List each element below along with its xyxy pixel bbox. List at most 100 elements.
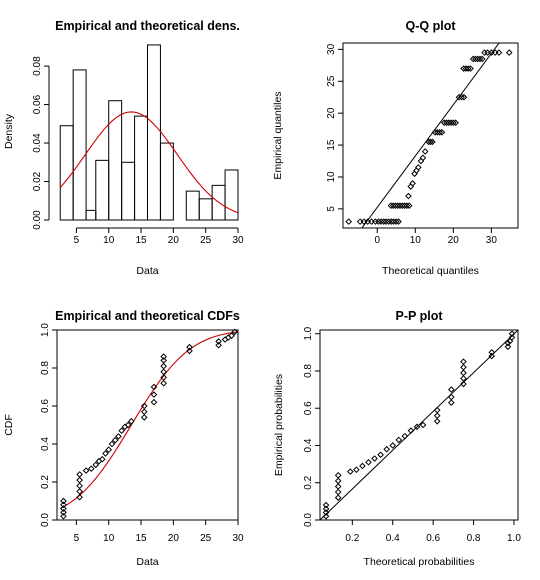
x-tick-label: 10 bbox=[103, 235, 115, 246]
data-point bbox=[460, 358, 467, 365]
theoretical-curve bbox=[59, 331, 239, 509]
data-point bbox=[215, 338, 222, 345]
data-point bbox=[433, 417, 441, 425]
x-tick-label: 25 bbox=[200, 235, 212, 246]
data-point bbox=[108, 440, 116, 448]
histogram-bar bbox=[72, 69, 87, 221]
y-axis-label: Density bbox=[3, 113, 15, 149]
y-tick-label: 0.0 bbox=[303, 513, 314, 527]
y-tick-label: 30 bbox=[326, 43, 337, 55]
data-point bbox=[60, 509, 67, 516]
data-point bbox=[421, 148, 429, 155]
data-point bbox=[76, 488, 83, 495]
y-tick-label: 20 bbox=[326, 107, 337, 119]
data-point bbox=[469, 55, 477, 63]
data-point bbox=[60, 505, 67, 512]
y-tick-label: 0.00 bbox=[32, 210, 43, 230]
x-tick-label: 25 bbox=[200, 533, 212, 544]
plot-box bbox=[319, 329, 519, 521]
data-point bbox=[60, 497, 67, 505]
chart-panel-4: P-P plot 0.2 0.4 0.6 0.8 1.0 0.0 0.2 0.4 0.6 0.8 1.… bbox=[273, 309, 521, 568]
data-point bbox=[375, 218, 382, 225]
x-axis-label: Data bbox=[136, 556, 158, 568]
data-point bbox=[105, 446, 113, 454]
data-point bbox=[429, 138, 436, 146]
data-point bbox=[121, 423, 129, 431]
y-tick-label: 0.8 bbox=[303, 364, 314, 378]
data-point bbox=[407, 427, 415, 434]
x-tick-label: 5 bbox=[74, 235, 80, 246]
data-point bbox=[365, 458, 372, 466]
x-tick-label: 0 bbox=[374, 235, 380, 246]
data-point bbox=[60, 512, 67, 520]
histogram-bar bbox=[108, 100, 123, 221]
data-point bbox=[150, 391, 158, 398]
data-point bbox=[346, 468, 354, 475]
histogram-bar bbox=[159, 142, 174, 221]
data-point bbox=[504, 343, 512, 351]
chart-title: Empirical and theoretical CDFs bbox=[55, 309, 240, 323]
data-point bbox=[450, 119, 457, 127]
data-point bbox=[334, 471, 342, 479]
y-axis-label: Empirical probabilities bbox=[273, 374, 285, 476]
data-point bbox=[415, 164, 422, 171]
data-point bbox=[387, 202, 395, 209]
data-point bbox=[478, 55, 486, 63]
data-point bbox=[102, 450, 109, 457]
histogram-bar bbox=[59, 125, 74, 221]
data-point bbox=[409, 180, 416, 187]
reference-line bbox=[320, 330, 518, 520]
y-tick-label: 0.8 bbox=[40, 361, 51, 375]
y-tick-label: 0.04 bbox=[32, 133, 43, 153]
x-tick-label: 30 bbox=[232, 533, 244, 544]
y-tick-label: 0.6 bbox=[40, 399, 51, 413]
histogram-bar bbox=[147, 44, 161, 221]
y-tick-label: 5 bbox=[326, 206, 337, 212]
y-tick-label: 0.2 bbox=[40, 475, 51, 489]
data-point bbox=[82, 467, 90, 474]
x-tick-label: 30 bbox=[486, 235, 498, 246]
data-point bbox=[150, 383, 158, 391]
data-point bbox=[388, 218, 395, 225]
histogram-bar bbox=[121, 161, 136, 221]
data-point bbox=[186, 347, 193, 355]
data-point bbox=[228, 332, 235, 340]
data-point bbox=[508, 334, 516, 341]
data-point bbox=[322, 501, 330, 509]
data-point bbox=[382, 218, 390, 225]
data-point bbox=[395, 436, 403, 444]
data-point bbox=[460, 65, 467, 72]
data-point bbox=[476, 55, 484, 63]
data-point bbox=[353, 466, 360, 474]
data-point bbox=[462, 65, 470, 72]
histogram-bar bbox=[224, 169, 239, 221]
data-point bbox=[448, 386, 455, 393]
plot-box bbox=[342, 42, 519, 229]
y-tick-label: 25 bbox=[326, 75, 337, 87]
data-point bbox=[87, 465, 95, 473]
data-point bbox=[124, 421, 132, 429]
data-point bbox=[150, 398, 158, 406]
data-point bbox=[322, 505, 330, 513]
histogram-bar bbox=[185, 190, 200, 221]
data-point bbox=[160, 379, 167, 387]
data-point bbox=[460, 380, 467, 388]
data-point bbox=[160, 368, 167, 376]
data-point bbox=[322, 512, 330, 520]
data-point bbox=[115, 433, 122, 440]
x-tick-label: 15 bbox=[135, 533, 147, 544]
data-point bbox=[76, 471, 83, 478]
data-point bbox=[460, 363, 467, 371]
y-tick-label: 1.0 bbox=[303, 326, 314, 340]
x-tick-label: 20 bbox=[448, 235, 460, 246]
y-axis-label: CDF bbox=[3, 414, 15, 436]
data-point bbox=[405, 192, 412, 200]
data-point bbox=[160, 357, 167, 364]
data-point bbox=[401, 432, 409, 440]
data-point bbox=[334, 488, 342, 496]
histogram-bar bbox=[134, 115, 148, 221]
data-point bbox=[231, 328, 239, 336]
theoretical-curve bbox=[59, 111, 239, 214]
data-point bbox=[395, 218, 402, 225]
